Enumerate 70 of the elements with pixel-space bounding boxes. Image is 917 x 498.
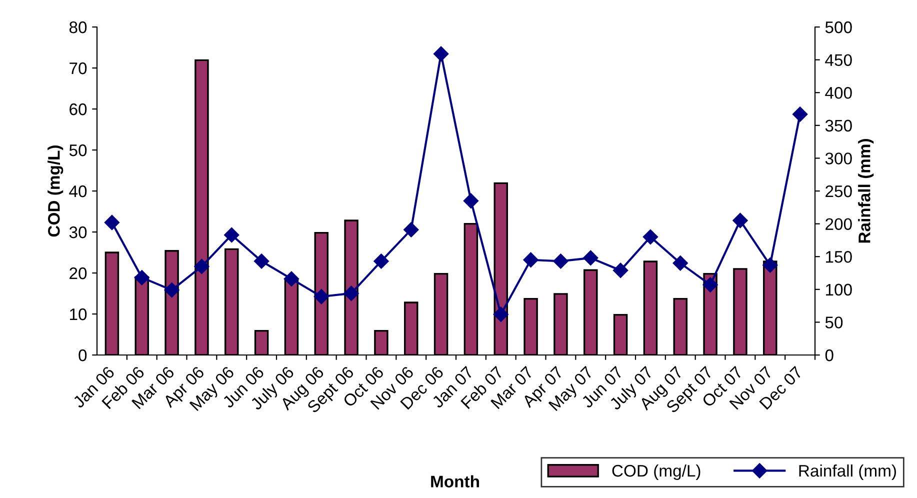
point (493, 306, 508, 322)
y-tick-label: 80 (69, 21, 87, 34)
y-tick-label: 20 (70, 267, 87, 280)
point (134, 270, 150, 286)
y-tick-label: 70 (70, 62, 87, 74)
bar (584, 269, 598, 355)
y2-tick-label: 200 (826, 218, 852, 230)
x-axis-title: Month (431, 475, 479, 488)
bar (344, 220, 358, 355)
bar (404, 302, 418, 355)
point (164, 282, 180, 298)
point (284, 271, 300, 286)
legend-label: Rainfall (mm) (799, 464, 896, 480)
bar (374, 330, 388, 355)
point (463, 193, 479, 208)
bar (134, 276, 149, 355)
y-tick-label: 30 (69, 226, 87, 238)
bar (194, 59, 209, 355)
point (553, 254, 568, 269)
point (583, 250, 598, 266)
point (523, 252, 538, 268)
bar (434, 272, 448, 355)
bar (224, 248, 239, 355)
legend-label: COD (mg/L) (612, 464, 700, 480)
bar (733, 268, 748, 355)
bar (494, 182, 508, 355)
bar (673, 298, 688, 355)
point (194, 258, 210, 274)
y2-tick-label: 250 (826, 185, 852, 198)
point (404, 222, 419, 238)
y-tick-label: 40 (69, 185, 87, 198)
y2-axis-title: Rainfall (mm) (858, 139, 874, 243)
point (374, 254, 389, 269)
y-tick-label: 10 (70, 308, 87, 320)
y2-tick-label: 300 (825, 152, 852, 164)
y2-tick-label: 50 (825, 316, 843, 328)
y2-tick-label: 350 (825, 120, 852, 132)
point (732, 212, 748, 228)
point (792, 106, 808, 122)
y2-tick-label: 400 (825, 87, 852, 99)
bar (643, 260, 658, 355)
point (612, 262, 628, 278)
bar (524, 298, 538, 355)
y-tick-label: 60 (70, 103, 87, 116)
y2-tick-label: 100 (826, 284, 852, 296)
bar (314, 232, 328, 355)
point (314, 289, 329, 304)
point (702, 277, 718, 292)
y2-tick-label: 0 (825, 349, 834, 362)
point (344, 286, 359, 301)
y-tick-label: 0 (78, 349, 87, 362)
y2-tick-label: 500 (825, 21, 852, 34)
bar (613, 314, 628, 355)
point (433, 46, 449, 62)
point (762, 258, 778, 273)
point (254, 254, 270, 269)
bar (104, 252, 120, 355)
point (224, 227, 240, 243)
bar (464, 222, 478, 355)
y2-tick-label: 150 (826, 251, 852, 263)
point (104, 214, 120, 230)
y-tick-label: 50 (69, 144, 87, 156)
point (672, 256, 688, 271)
bar (254, 330, 269, 355)
y2-tick-label: 450 (825, 54, 852, 66)
y-axis-title: COD (mg/L) (48, 146, 64, 237)
bar (763, 260, 778, 355)
bar (284, 278, 299, 355)
point (642, 229, 658, 244)
bar (554, 293, 568, 355)
